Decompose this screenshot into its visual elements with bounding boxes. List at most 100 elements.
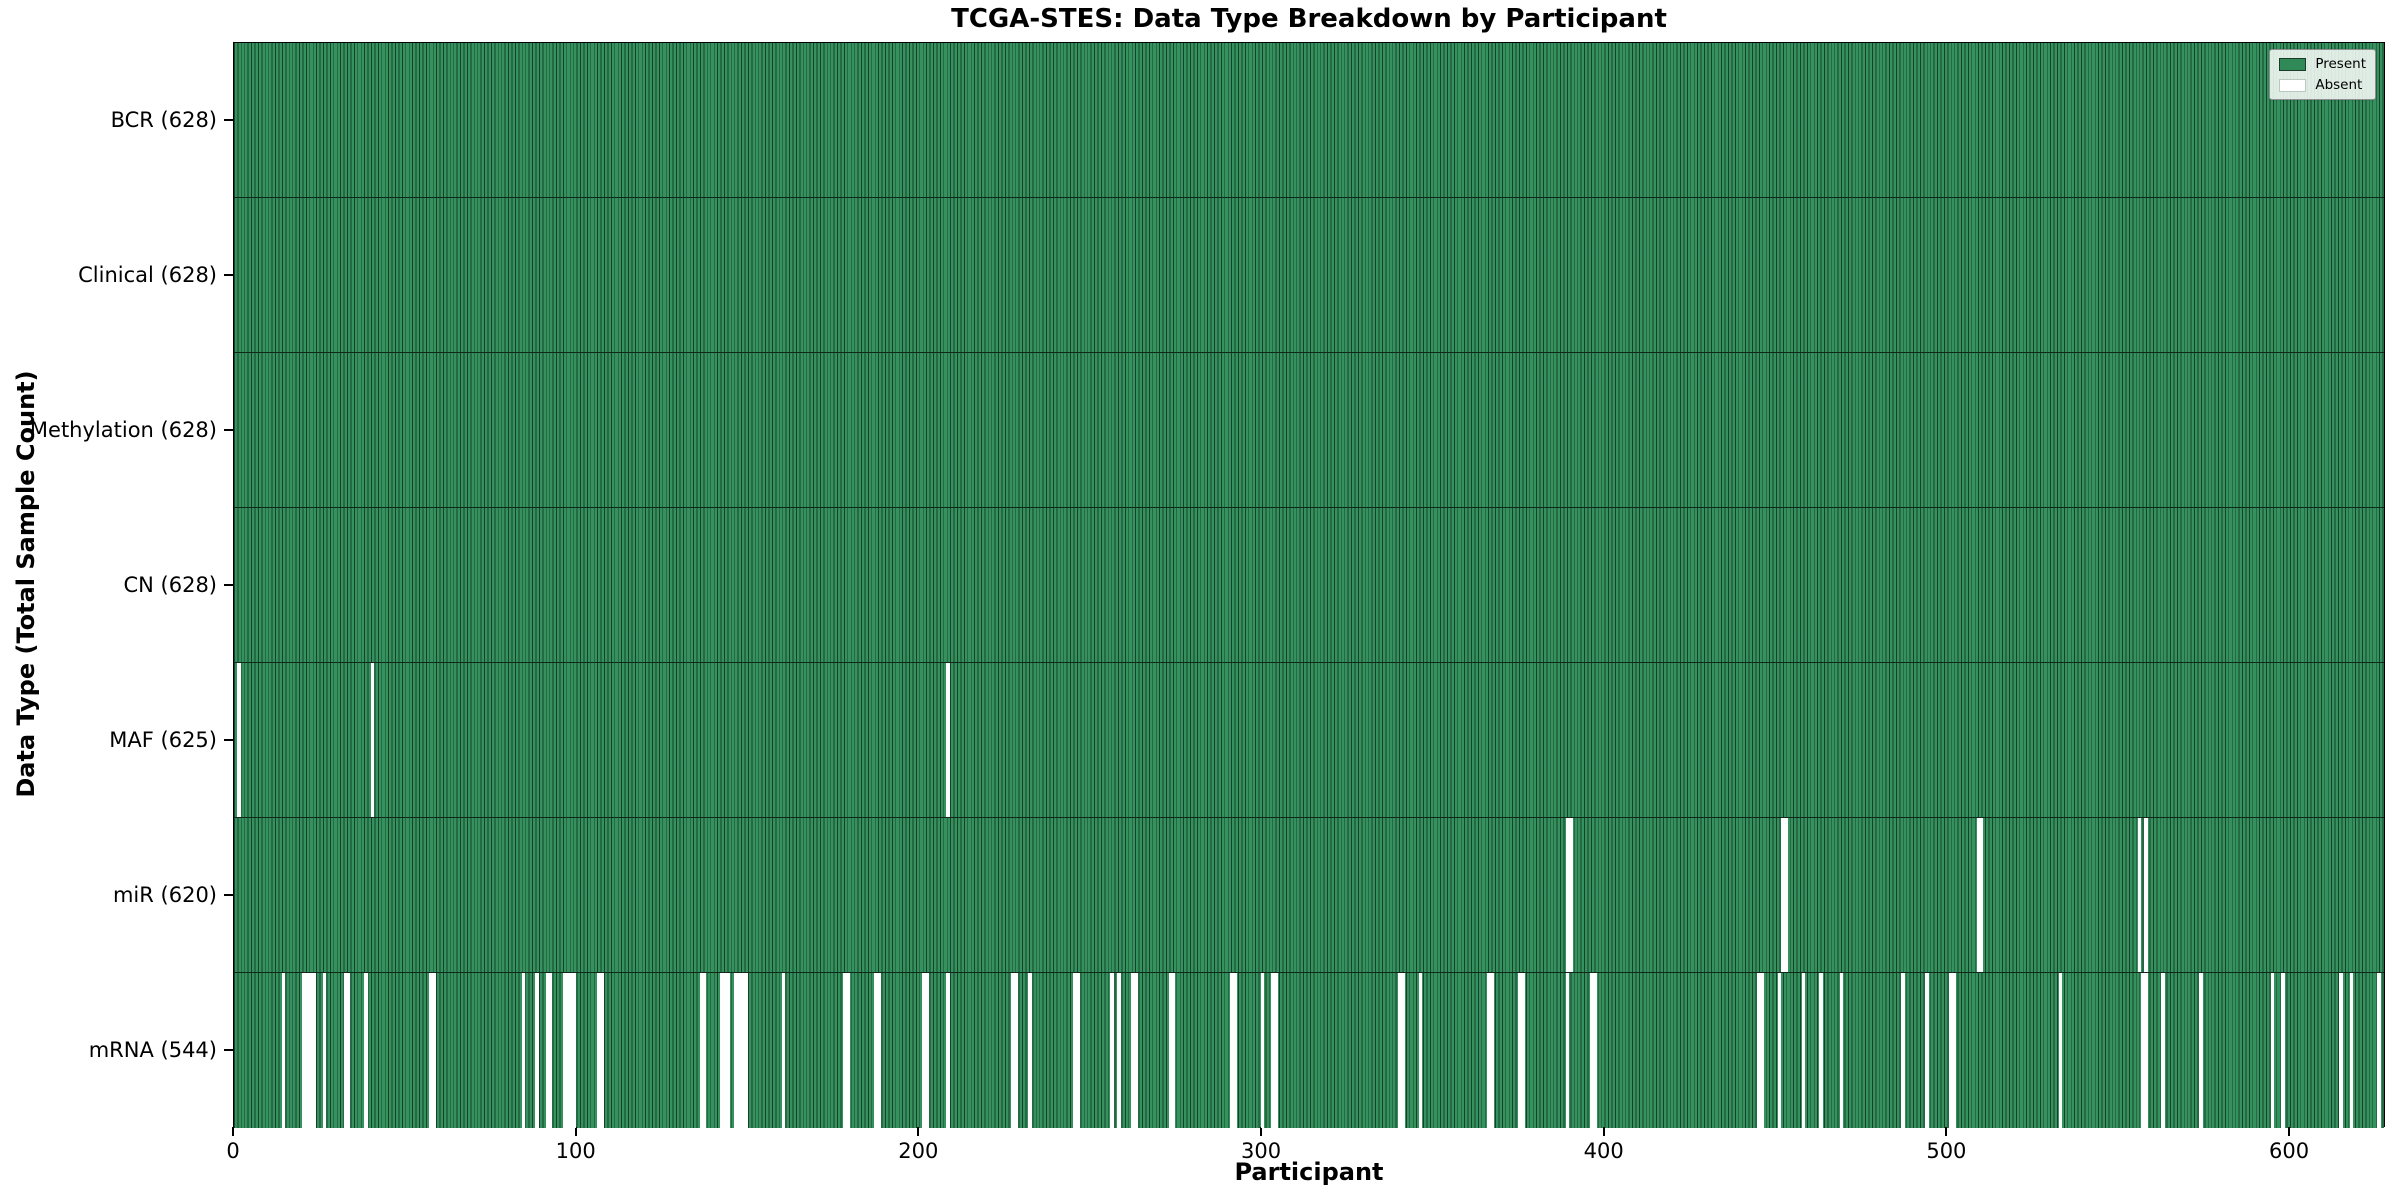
row-Clinical [234,198,2384,353]
absent-stripe [1839,973,1844,1128]
chart-title: TCGA-STES: Data Type Breakdown by Partic… [951,4,1667,34]
absent-stripe [545,973,549,1128]
absent-stripe [237,663,241,817]
absent-stripe [1418,973,1422,1128]
y-tick-mark [224,273,233,276]
absent-stripe [1781,818,1785,972]
absent-stripe [1976,818,1981,972]
y-tick-mark [224,1048,233,1051]
absent-stripe [429,973,433,1128]
x-tick-mark [1602,1127,1605,1136]
absent-stripe [343,973,347,1128]
absent-stripe [1168,973,1173,1128]
absent-stripe [2271,973,2275,1128]
absent-stripe [1925,973,1929,1128]
absent-stripe [1117,973,1121,1128]
absent-stripe [2339,973,2343,1128]
absent-swatch-icon [2279,78,2307,92]
x-tick-label: 400 [1583,1139,1624,1163]
y-tick-label: Methylation (628) [29,417,217,442]
absent-stripe [703,973,707,1128]
absent-stripe [1014,973,1018,1128]
x-tick-mark [1945,1127,1948,1136]
absent-stripe [1401,973,1405,1128]
absent-stripe [744,973,748,1128]
absent-stripe [323,973,327,1128]
absent-stripe [1801,973,1806,1128]
row-miR [234,818,2384,973]
absent-stripe [877,973,882,1128]
absent-stripe [572,973,577,1128]
absent-stripe [281,973,286,1128]
x-tick-label: 0 [226,1139,240,1163]
absent-stripe [2140,973,2145,1128]
x-tick-label: 600 [2269,1139,2310,1163]
absent-stripe [1760,973,1765,1128]
plot-area: Present Absent [233,42,2385,1128]
absent-stripe [535,973,539,1128]
row-BCR [234,43,2384,198]
row-CN [234,508,2384,663]
absent-stripe [309,973,313,1128]
absent-stripe [600,973,604,1128]
x-tick-label: 300 [1240,1139,1282,1163]
absent-stripe [946,973,950,1128]
absent-stripe [566,973,570,1128]
absent-stripe [874,973,878,1128]
absent-stripe [733,973,738,1128]
x-tick-mark [232,1127,234,1136]
absent-stripe [1398,973,1402,1128]
absent-stripe [346,973,351,1128]
absent-stripe [2161,973,2165,1128]
present-swatch-icon [2279,57,2307,71]
absent-stripe [1110,973,1114,1128]
absent-stripe [781,973,786,1128]
row-mRNA [234,973,2384,1128]
absent-stripe [1778,973,1782,1128]
legend: Present Absent [2269,49,2376,100]
absent-stripe [548,973,553,1128]
absent-stripe [1274,973,1279,1128]
x-tick-mark [1260,1127,1263,1136]
x-tick-mark [2288,1127,2291,1136]
absent-stripe [370,663,375,817]
x-tick-mark [574,1127,577,1136]
absent-stripe [946,663,950,817]
absent-stripe [2281,973,2285,1128]
absent-stripe [1517,973,1522,1128]
legend-item-absent: Absent [2279,77,2366,93]
x-tick-label: 100 [555,1139,596,1163]
absent-stripe [1072,973,1077,1128]
y-tick-mark [224,118,233,121]
absent-stripe [925,973,929,1128]
legend-absent-label: Absent [2315,77,2363,93]
absent-stripe [740,973,745,1128]
absent-stripe [1569,818,1573,972]
absent-stripe [726,973,731,1128]
absent-stripe [1261,973,1265,1128]
absent-stripe [1028,973,1032,1128]
absent-stripe [562,973,567,1128]
absent-stripe [1901,973,1905,1128]
y-tick-label: mRNA (544) [88,1037,217,1062]
absent-stripe [1233,973,1238,1128]
absent-stripe [521,973,525,1128]
absent-stripe [1011,973,1015,1128]
legend-item-present: Present [2279,56,2366,72]
y-tick-mark [224,738,233,741]
absent-stripe [1952,973,1957,1128]
x-tick-label: 500 [1926,1139,1967,1163]
absent-stripe [1589,973,1594,1128]
row-MAF [234,663,2384,818]
absent-stripe [305,973,310,1128]
absent-stripe [2137,818,2141,972]
y-tick-label: Clinical (628) [78,262,217,287]
y-tick-label: CN (628) [123,572,217,597]
absent-stripe [1487,973,1491,1128]
absent-stripe [2199,973,2203,1128]
absent-stripe [569,973,573,1128]
y-tick-mark [224,583,233,586]
absent-stripe [1172,973,1176,1128]
absent-stripe [2058,973,2063,1128]
absent-stripe [1130,973,1135,1128]
